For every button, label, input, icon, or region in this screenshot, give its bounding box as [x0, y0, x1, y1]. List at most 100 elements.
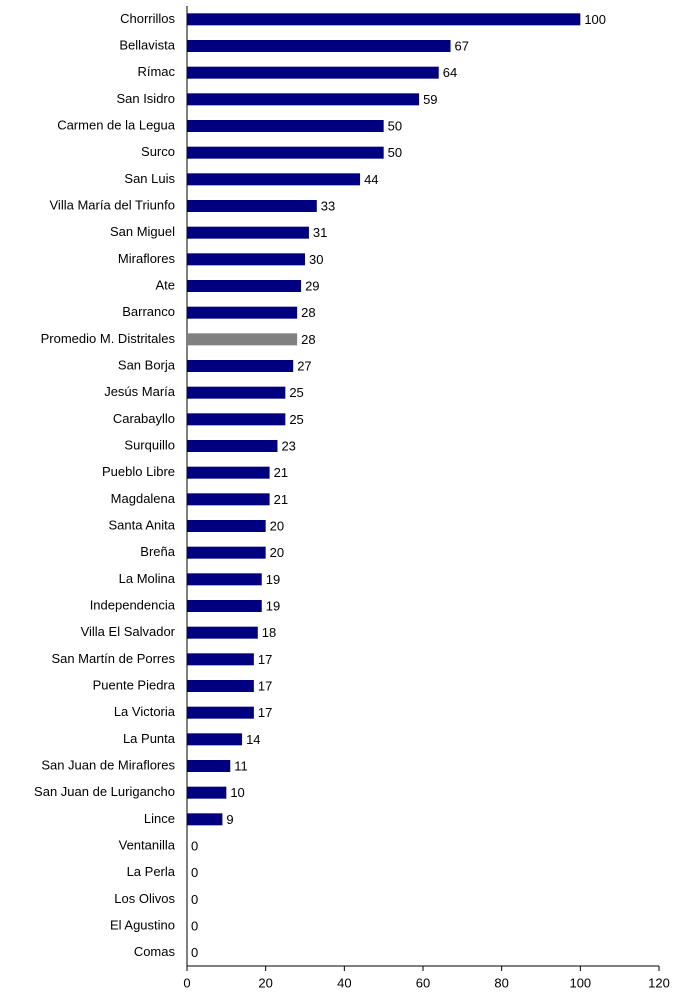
y-tick-label: Villa María del Triunfo [50, 197, 176, 212]
value-label: 0 [191, 945, 198, 960]
x-tick-label: 0 [183, 975, 190, 990]
x-tick-label: 20 [258, 975, 272, 990]
bar [187, 706, 254, 719]
y-tick-label: Surco [141, 144, 175, 159]
bar [187, 440, 278, 452]
value-label: 20 [270, 545, 284, 560]
y-tick-label: Promedio M. Distritales [41, 331, 176, 346]
y-tick-label: Puente Piedra [93, 677, 176, 692]
y-tick-label: Magdalena [111, 491, 176, 506]
y-tick-label: Comas [134, 944, 176, 959]
y-tick-label: San Miguel [110, 224, 175, 239]
y-tick-label: Bellavista [119, 37, 175, 52]
value-label: 50 [388, 145, 402, 160]
y-tick-label: San Luis [124, 171, 175, 186]
value-label: 67 [455, 38, 469, 53]
value-label: 19 [266, 598, 280, 613]
value-label: 25 [289, 412, 303, 427]
y-tick-label: San Martín de Porres [51, 651, 175, 666]
bar [187, 66, 439, 79]
value-label: 50 [388, 118, 402, 133]
y-tick-label: Surquillo [124, 437, 175, 452]
value-label: 20 [270, 518, 284, 533]
y-tick-label: Jesús María [104, 384, 176, 399]
bar [187, 333, 298, 346]
y-tick-label: El Agustino [110, 917, 175, 932]
value-label: 9 [226, 812, 233, 827]
value-label: 33 [321, 198, 335, 213]
bar [187, 40, 451, 52]
value-label: 14 [246, 732, 260, 747]
y-tick-label: Breña [140, 544, 175, 559]
y-tick-label: La Victoria [114, 704, 176, 719]
y-tick-label: Ventanilla [119, 837, 176, 852]
value-label: 0 [191, 865, 198, 880]
value-label: 21 [274, 492, 288, 507]
value-label: 27 [297, 358, 311, 373]
value-label: 28 [301, 332, 315, 347]
x-tick-label: 80 [494, 975, 508, 990]
y-tick-label: San Isidro [116, 91, 175, 106]
bar [187, 466, 270, 479]
value-label: 25 [289, 385, 303, 400]
value-label: 17 [258, 705, 272, 720]
y-tick-label: Ate [155, 277, 175, 292]
value-label: 30 [309, 252, 323, 267]
bar [187, 546, 266, 559]
value-label: 100 [584, 12, 606, 27]
bar [187, 146, 384, 159]
y-tick-label: Lince [144, 811, 175, 826]
bar [187, 13, 581, 26]
x-tick-label: 100 [569, 975, 591, 990]
y-tick-label: Rímac [137, 64, 175, 79]
bar [187, 733, 243, 746]
y-tick-label: Miraflores [118, 251, 176, 266]
value-label: 11 [234, 758, 248, 773]
value-label: 28 [301, 305, 315, 320]
bar [187, 120, 384, 132]
y-tick-label: Independencia [90, 597, 176, 612]
value-label: 17 [258, 652, 272, 667]
value-label: 21 [274, 465, 288, 480]
x-tick-label: 40 [337, 975, 351, 990]
y-tick-label: Pueblo Libre [102, 464, 175, 479]
bar [187, 226, 309, 239]
bar [187, 813, 223, 826]
bar [187, 520, 266, 532]
bar [187, 786, 227, 799]
value-label: 19 [266, 572, 280, 587]
bar [187, 573, 262, 586]
y-tick-label: Carabayllo [113, 411, 175, 426]
y-tick-label: Chorrillos [120, 11, 175, 26]
value-label: 44 [364, 172, 378, 187]
value-label: 29 [305, 278, 319, 293]
y-tick-label: San Borja [118, 357, 176, 372]
value-label: 59 [423, 92, 437, 107]
y-tick-label: Villa El Salvador [81, 624, 176, 639]
bar [187, 360, 294, 372]
y-tick-label: Los Olivos [114, 891, 175, 906]
value-label: 10 [230, 785, 244, 800]
bar [187, 253, 305, 266]
y-tick-label: La Molina [119, 571, 176, 586]
bar [187, 413, 286, 426]
bar [187, 600, 262, 612]
y-tick-label: Santa Anita [109, 517, 176, 532]
y-tick-label: San Juan de Miraflores [41, 757, 175, 772]
y-tick-label: San Juan de Lurigancho [34, 784, 175, 799]
bar [187, 760, 231, 772]
y-tick-label: La Perla [127, 864, 176, 879]
y-tick-label: Barranco [122, 304, 175, 319]
value-label: 31 [313, 225, 327, 240]
bar [187, 493, 270, 506]
value-label: 64 [443, 65, 457, 80]
value-label: 18 [262, 625, 276, 640]
bar [187, 280, 302, 292]
bar [187, 306, 298, 319]
y-tick-label: Carmen de la Legua [57, 117, 176, 132]
bar [187, 653, 254, 666]
value-label: 0 [191, 892, 198, 907]
x-tick-label: 60 [416, 975, 430, 990]
bar [187, 93, 420, 106]
